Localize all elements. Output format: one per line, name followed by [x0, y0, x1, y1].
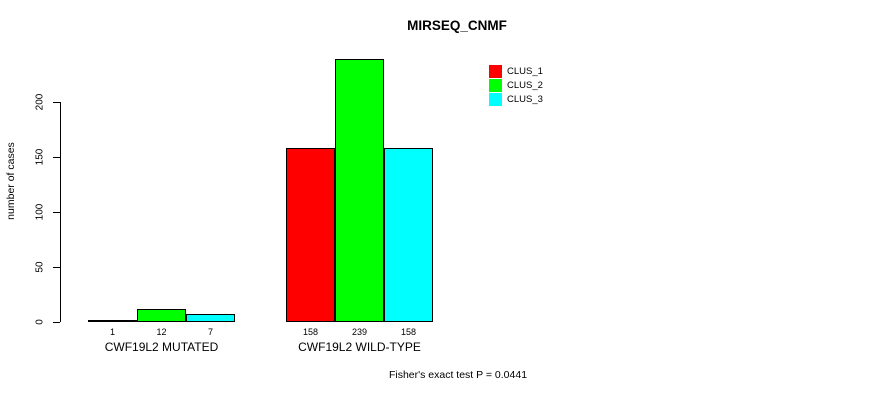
legend-item-clus_1: CLUS_1: [489, 65, 543, 78]
fisher-test-annotation: Fisher's exact test P = 0.0441: [388, 369, 528, 381]
legend-label: CLUS_1: [507, 66, 543, 77]
y-axis-line: [60, 102, 61, 322]
y-tick: [53, 267, 60, 268]
bar-clus_2-1: [137, 309, 186, 322]
y-tick: [53, 157, 60, 158]
legend-label: CLUS_2: [507, 80, 543, 91]
bar-value-label: 1: [109, 327, 115, 337]
y-tick-label: 50: [34, 261, 46, 273]
bar-value-label: 7: [207, 327, 213, 337]
y-tick-label: 0: [34, 319, 46, 325]
bar-clus_2-2: [335, 59, 384, 322]
y-tick: [53, 322, 60, 323]
y-tick: [53, 102, 60, 103]
legend-item-clus_2: CLUS_2: [489, 79, 543, 92]
y-axis-label: number of cases: [5, 142, 17, 220]
legend-item-clus_3: CLUS_3: [489, 93, 543, 106]
bar-value-label: 158: [302, 327, 319, 337]
bar-clus_1-1: [88, 320, 137, 322]
bar-clus_3-1: [186, 314, 235, 322]
legend-label: CLUS_3: [507, 94, 543, 105]
legend-swatch-clus_3: [489, 93, 502, 106]
bar-value-label: 158: [400, 327, 417, 337]
y-tick-label: 150: [34, 148, 46, 166]
legend-swatch-clus_1: [489, 65, 502, 78]
bar-value-label: 239: [351, 327, 368, 337]
y-tick-label: 100: [34, 203, 46, 221]
legend: CLUS_1 CLUS_2 CLUS_3: [489, 65, 543, 107]
y-tick-label: 200: [34, 93, 46, 111]
x-category-label: CWF19L2 MUTATED: [104, 340, 219, 354]
chart-title: MIRSEQ_CNMF: [407, 18, 507, 33]
legend-swatch-clus_2: [489, 79, 502, 92]
x-category-label: CWF19L2 WILD-TYPE: [298, 340, 421, 354]
bar-clus_1-2: [286, 148, 335, 322]
y-tick: [53, 212, 60, 213]
bar-value-label: 12: [156, 327, 167, 337]
bar-clus_3-2: [384, 148, 433, 322]
